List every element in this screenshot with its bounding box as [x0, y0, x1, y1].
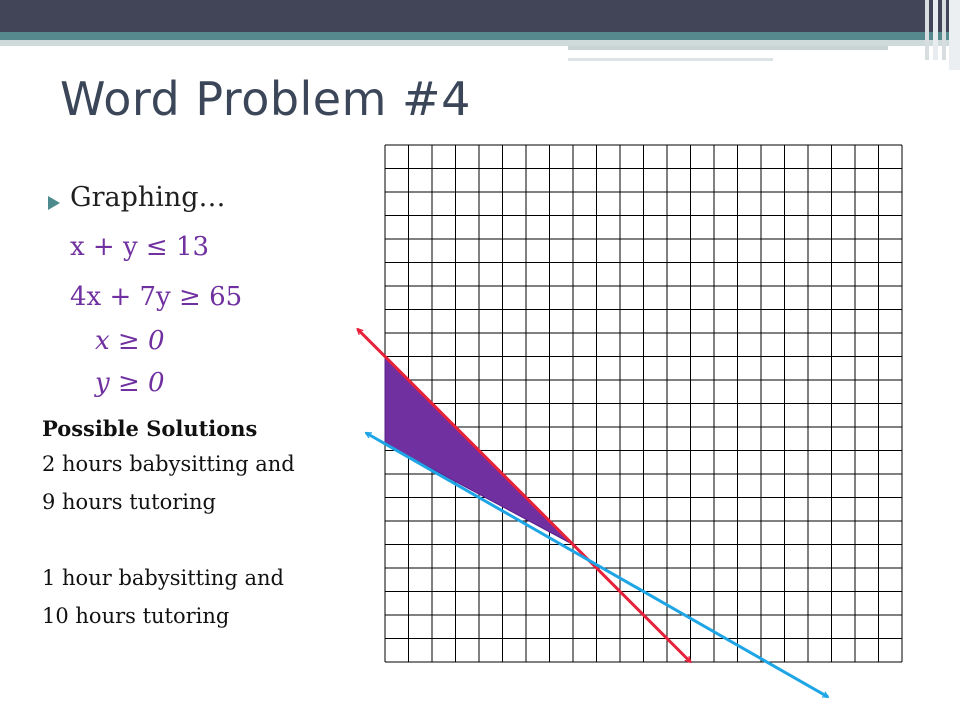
grid-lines — [384, 144, 903, 663]
solution-1-line-2: 9 hours tutoring — [42, 490, 216, 514]
solution-1-line-1: 2 hours babysitting and — [42, 452, 295, 476]
solution-2-line-2: 10 hours tutoring — [42, 604, 230, 628]
inequality-2: 4x + 7y ≥ 65 — [70, 282, 243, 312]
inequality-3: 𝑥 ≥ 0 — [95, 326, 165, 356]
inequality-1: x + y ≤ 13 — [70, 232, 210, 262]
inequality-4: 𝑦 ≥ 0 — [95, 368, 165, 398]
solution-2-line-1: 1 hour babysitting and — [42, 566, 284, 590]
line-4x-plus-7y-65 — [366, 431, 828, 699]
line-x-plus-y-13 — [358, 329, 691, 662]
header-bar — [0, 0, 960, 70]
slide-title: Word Problem #4 — [60, 72, 471, 126]
subtitle: Graphing… — [70, 182, 226, 213]
solutions-heading: Possible Solutions — [42, 416, 258, 441]
bullet-icon — [48, 196, 60, 210]
